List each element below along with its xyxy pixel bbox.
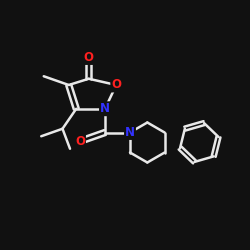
Text: O: O (111, 78, 121, 92)
Text: O: O (75, 135, 85, 148)
Text: N: N (125, 126, 135, 139)
Text: O: O (84, 51, 94, 64)
Text: N: N (100, 102, 110, 115)
